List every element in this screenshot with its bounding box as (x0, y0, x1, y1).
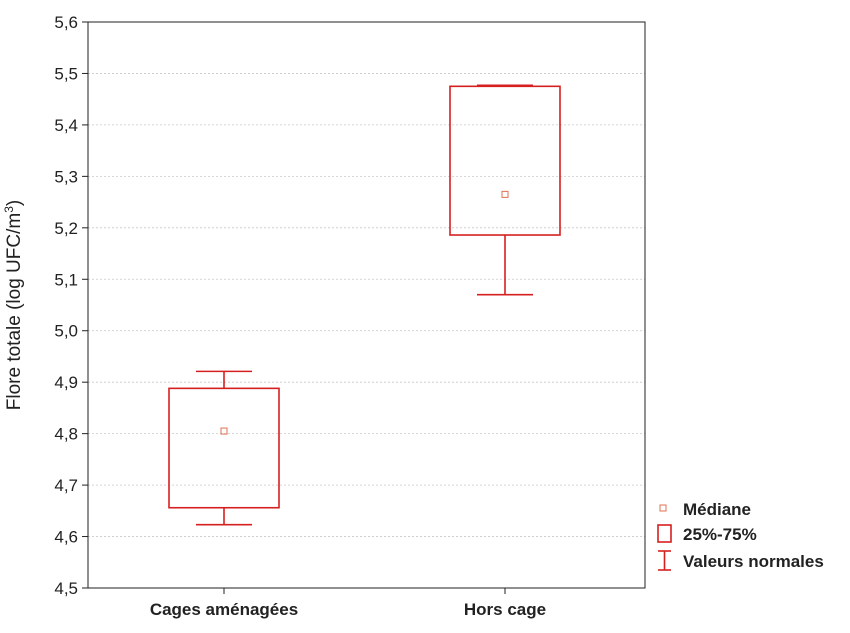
y-tick-label: 5,3 (54, 167, 78, 186)
x-category-label: Cages aménagées (150, 600, 298, 619)
legend-label-median: Médiane (683, 500, 751, 519)
y-tick-label: 4,7 (54, 476, 78, 495)
boxes (168, 84, 561, 526)
whisker-icon (658, 550, 671, 571)
y-tick-label: 5,4 (54, 116, 78, 135)
y-tick-label: 5,5 (54, 64, 78, 83)
iqr-box (449, 85, 561, 236)
box-group (168, 370, 280, 526)
y-tick-label: 5,0 (54, 322, 78, 341)
y-tick-label: 4,8 (54, 425, 78, 444)
y-tick-label: 5,1 (54, 270, 78, 289)
y-axis: 4,5 4,6 4,7 4,8 4,9 5,0 5,1 5,2 5,3 5,4 5,5 5,6 (54, 13, 88, 598)
y-axis-label-main: Flore totale (log UFC/m (4, 213, 25, 410)
iqr-box (168, 387, 280, 509)
box-rect-icon (657, 524, 672, 543)
x-category-label: Hors cage (464, 600, 546, 619)
plot-frame (87, 21, 646, 589)
median-marker (501, 190, 509, 198)
y-axis-label-end: ) (4, 200, 25, 206)
y-tick-label: 4,9 (54, 373, 78, 392)
box-group (449, 84, 561, 296)
y-tick-label: 4,5 (54, 579, 78, 598)
grid-lines (88, 73, 645, 537)
y-tick-label: 5,2 (54, 219, 78, 238)
legend-label-whisker: Valeurs normales (683, 552, 824, 571)
legend-label-box: 25%-75% (683, 525, 757, 544)
y-axis-label-sup: 3 (2, 206, 16, 213)
legend: Médiane 25%-75% Valeurs normales (657, 500, 824, 571)
y-tick-label: 5,6 (54, 13, 78, 32)
y-axis-label: Flore totale (log UFC/m3) (2, 200, 25, 410)
x-axis: Cages aménagées Hors cage (150, 588, 546, 619)
median-square-icon (659, 504, 667, 512)
y-tick-label: 4,6 (54, 528, 78, 547)
median-marker (220, 427, 228, 435)
